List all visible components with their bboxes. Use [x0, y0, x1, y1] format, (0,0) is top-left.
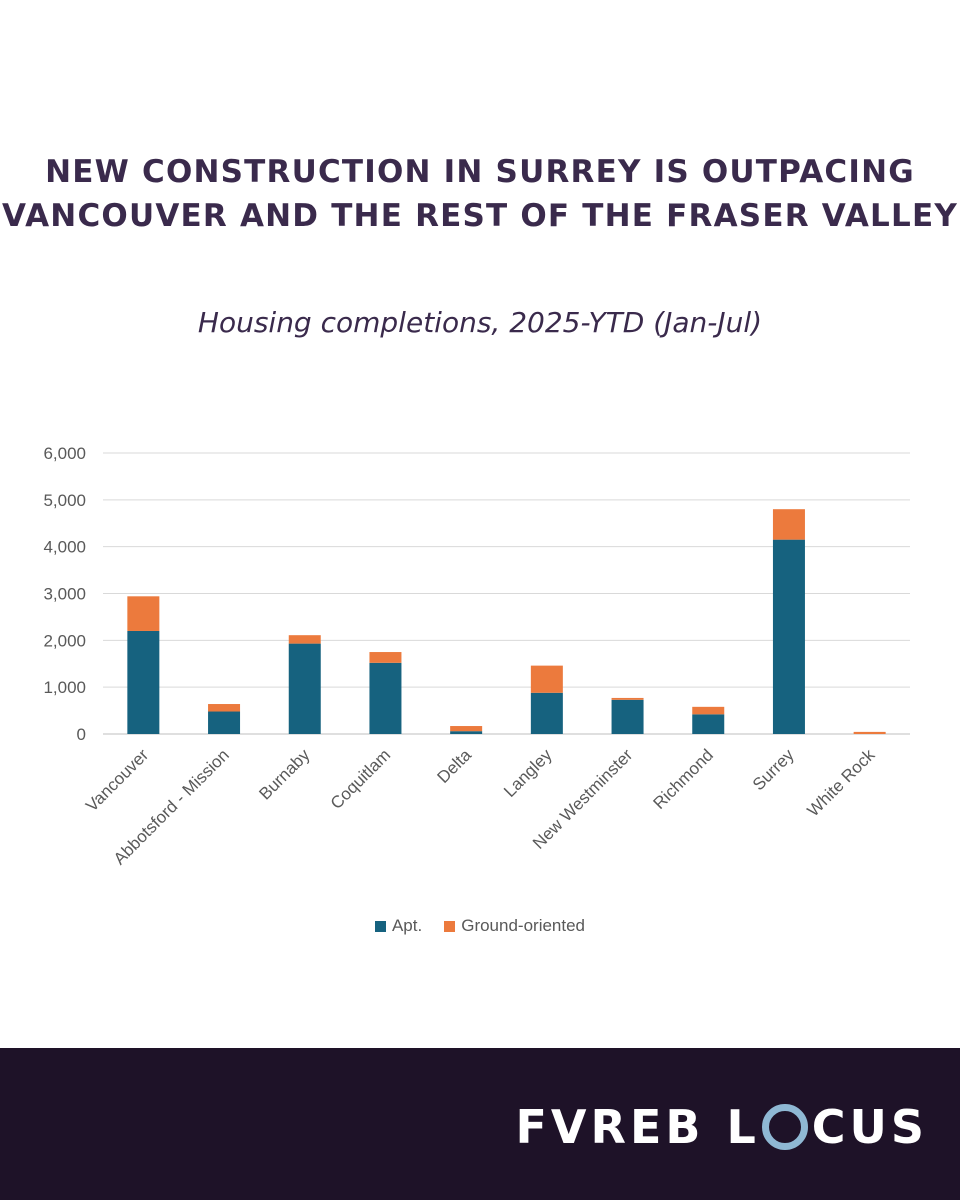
bar-apt — [611, 699, 644, 734]
bar-ground-oriented — [450, 726, 483, 732]
locus-o-icon — [761, 1104, 808, 1150]
x-tick-label: White Rock — [804, 745, 879, 820]
bar-apt — [692, 714, 725, 734]
brand-locus-rest: CUS — [811, 1100, 928, 1154]
brand-locus-l: L — [726, 1100, 760, 1154]
bar-apt — [369, 662, 402, 734]
legend: Apt. Ground-oriented — [0, 916, 960, 936]
bar-ground-oriented — [369, 652, 402, 663]
bar-ground-oriented — [530, 665, 563, 693]
legend-label-ground-oriented: Ground-oriented — [461, 916, 586, 935]
legend-item-ground-oriented: Ground-oriented — [444, 916, 585, 936]
y-tick-label: 1,000 — [43, 678, 86, 697]
bar-ground-oriented — [208, 704, 241, 712]
bar-ground-oriented — [288, 635, 321, 644]
x-tick-label: Surrey — [749, 745, 798, 794]
x-tick-label: Burnaby — [255, 745, 314, 804]
headline: NEW CONSTRUCTION IN SURREY IS OUTPACING … — [0, 150, 960, 238]
bar-apt — [127, 630, 160, 734]
bar-ground-oriented — [772, 509, 805, 540]
bar-ground-oriented — [611, 697, 644, 700]
chart-title: Housing completions, 2025-YTD (Jan-Jul) — [197, 306, 763, 339]
y-tick-label: 5,000 — [43, 491, 86, 510]
y-tick-label: 6,000 — [43, 444, 86, 463]
x-tick-label: Vancouver — [82, 745, 152, 815]
bar-ground-oriented — [692, 706, 725, 715]
y-axis-ticks: 0 1,000 2,000 3,000 4,000 5,000 6,000 — [43, 444, 86, 744]
brand-logo: FVREB L CUS — [516, 1100, 929, 1154]
legend-swatch-apt — [374, 920, 386, 932]
y-tick-label: 4,000 — [43, 538, 86, 557]
y-tick-label: 2,000 — [43, 631, 86, 650]
x-tick-label: Coquitlam — [327, 745, 395, 813]
x-tick-label: Delta — [433, 745, 475, 787]
bar-apt — [288, 643, 321, 734]
bar-ground-oriented — [853, 731, 886, 734]
footer-bar: FVREB L CUS — [0, 1048, 960, 1200]
legend-swatch-ground-oriented — [444, 920, 456, 932]
headline-line-2: VANCOUVER AND THE REST OF THE FRASER VAL… — [2, 198, 958, 234]
y-tick-label: 0 — [77, 725, 86, 744]
stacked-bar-chart: 0 1,000 2,000 3,000 4,000 5,000 6,000 Vancouve… — [43, 444, 910, 868]
bar-apt — [450, 731, 483, 734]
x-tick-label: Langley — [500, 745, 556, 801]
y-tick-label: 3,000 — [43, 585, 86, 604]
bar-ground-oriented — [127, 596, 160, 631]
bar-apt — [530, 692, 563, 734]
legend-item-apt: Apt. — [374, 916, 423, 936]
x-tick-label: Richmond — [650, 745, 718, 813]
brand-fvreb: FVREB — [515, 1100, 705, 1154]
legend-label-apt: Apt. — [391, 916, 423, 935]
bars — [127, 509, 886, 734]
bar-apt — [772, 539, 805, 734]
headline-line-1: NEW CONSTRUCTION IN SURREY IS OUTPACING — [45, 154, 915, 190]
bar-apt — [208, 711, 241, 734]
